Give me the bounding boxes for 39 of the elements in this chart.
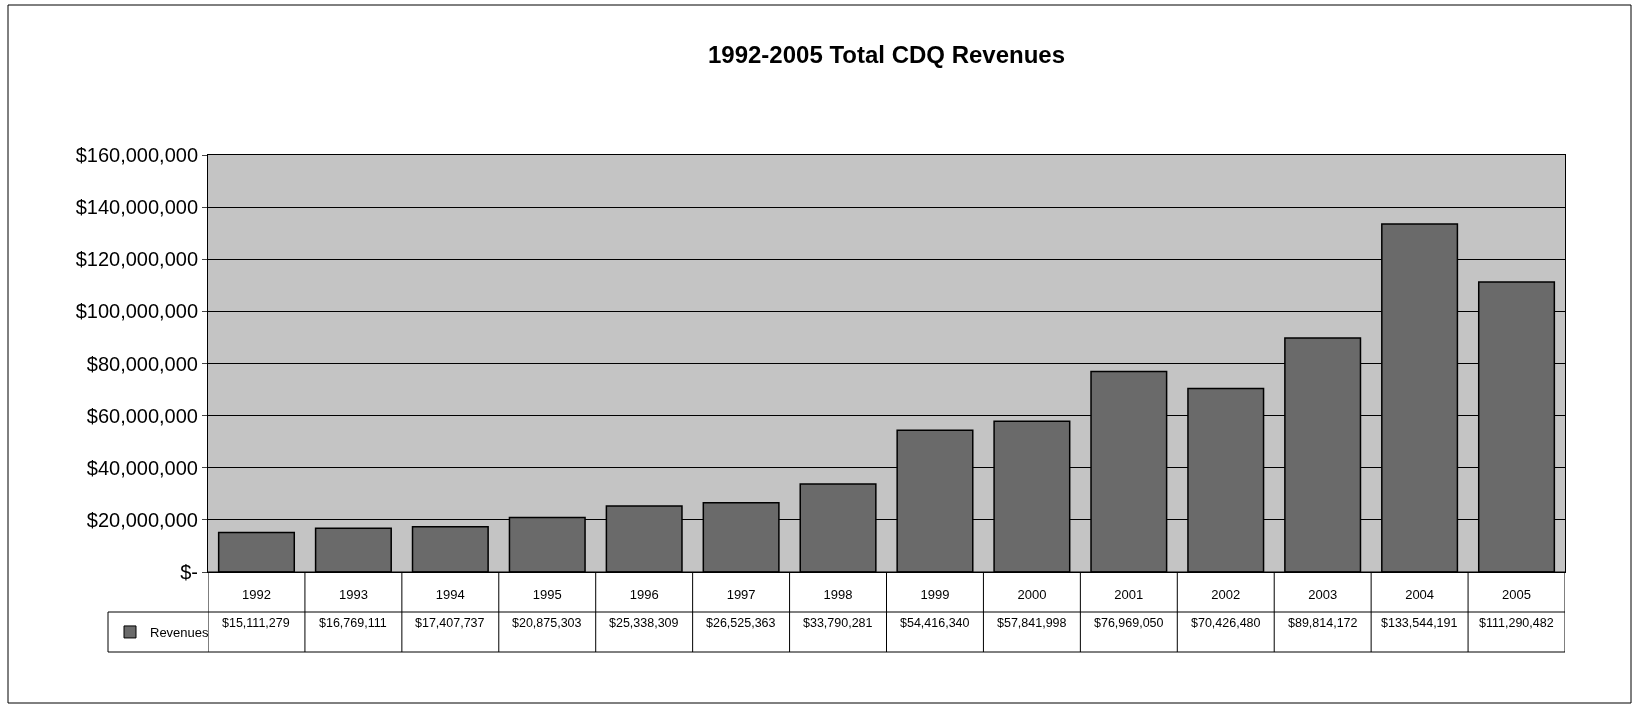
y-tick-label: $80,000,000 [86,352,198,375]
x-tick-label: 1997 [726,586,756,602]
chart-title: 1992-2005 Total CDQ Revenues [707,41,1066,69]
x-tick-label: 2004 [1405,586,1435,602]
x-tick-label: 2005 [1502,586,1531,602]
x-tick-label: 1993 [338,586,368,602]
data-label: $133,544,191 [1381,616,1458,630]
y-tick-label: $120,000,000 [75,248,198,271]
y-tick-label: $40,000,000 [86,456,198,479]
data-label: $89,814,172 [1288,616,1358,630]
y-tick-label: $20,000,000 [86,508,198,531]
data-label: $57,841,998 [997,616,1067,630]
data-label: $76,969,050 [1094,616,1164,630]
data-label: $111,290,482 [1479,616,1554,630]
x-tick-label: 1992 [242,586,271,602]
x-tick-label: 2000 [1017,586,1047,602]
data-label: $20,875,303 [512,616,582,630]
legend-label: Revenues [150,625,210,641]
x-tick-label: 1996 [629,586,659,602]
x-tick-label: 1999 [920,586,950,602]
data-label: $33,790,281 [803,616,873,630]
x-tick-label: 2001 [1114,586,1144,602]
data-label: $15,111,279 [222,616,290,630]
y-tick-label: $100,000,000 [75,300,198,323]
y-tick-label: $140,000,000 [75,196,198,219]
y-tick-label: $60,000,000 [86,404,198,427]
data-label: $54,416,340 [900,616,970,630]
x-tick-label: 2002 [1211,586,1241,602]
x-tick-label: 2003 [1308,586,1338,602]
data-label: $70,426,480 [1191,616,1261,630]
data-label: $25,338,309 [609,616,679,630]
data-label: $16,769,111 [319,616,387,630]
x-tick-label: 1998 [823,586,853,602]
data-label: $26,525,363 [706,616,776,630]
x-tick-label: 1994 [435,586,465,602]
y-tick-label: $- [180,561,198,583]
y-tick-label: $160,000,000 [75,144,198,166]
x-tick-label: 1995 [532,586,562,602]
data-label: $17,407,737 [415,616,485,630]
